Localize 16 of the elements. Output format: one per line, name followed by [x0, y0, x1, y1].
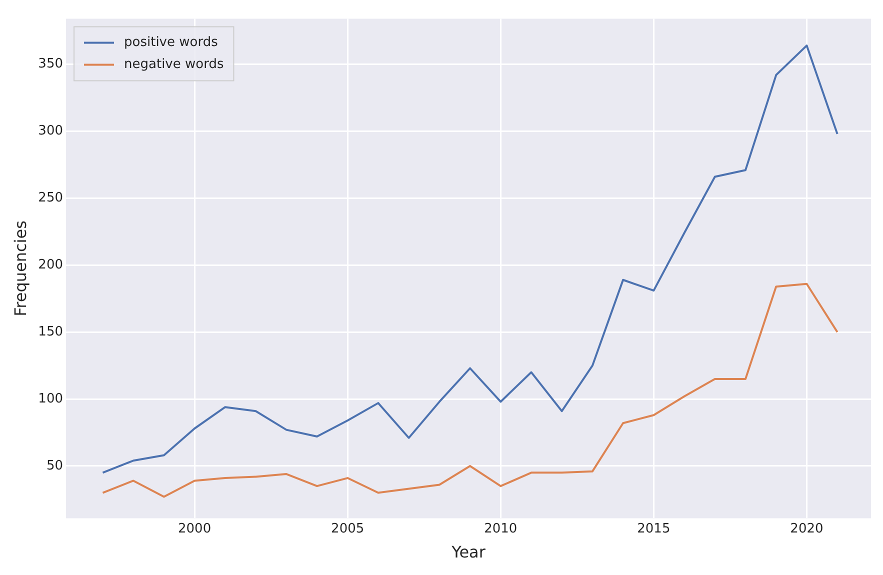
- y-tick-label: 100: [38, 391, 64, 406]
- y-tick-label: 200: [38, 258, 64, 273]
- x-tick-label: 2015: [637, 521, 670, 536]
- y-tick-label: 50: [46, 458, 64, 474]
- legend-label: negative words: [124, 57, 224, 72]
- x-tick-label: 2005: [331, 521, 364, 536]
- x-tick-label: 2020: [790, 521, 824, 536]
- y-tick-label: 350: [38, 56, 64, 72]
- x-tick-label: 2000: [178, 521, 212, 536]
- legend-label: positive words: [124, 35, 218, 50]
- y-tick-label: 250: [38, 190, 64, 206]
- x-tick-label: 2010: [484, 521, 518, 536]
- x-axis-title: Year: [450, 542, 486, 562]
- y-tick-label: 150: [38, 324, 64, 340]
- y-axis-title: Frequencies: [10, 220, 30, 316]
- y-tick-label: 300: [38, 124, 64, 139]
